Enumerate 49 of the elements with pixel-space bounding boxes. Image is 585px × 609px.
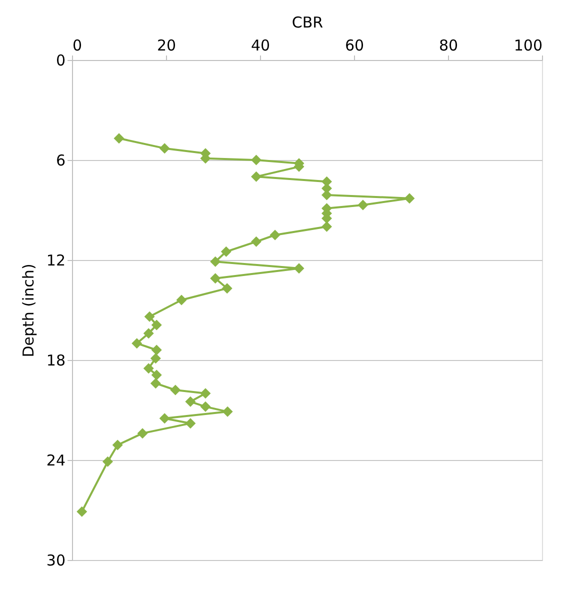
point <box>159 413 170 424</box>
point <box>151 320 162 330</box>
point <box>132 338 142 349</box>
point <box>222 406 233 417</box>
point <box>151 344 162 356</box>
point <box>210 256 221 267</box>
point <box>250 154 262 166</box>
point <box>200 388 211 399</box>
point <box>150 353 161 364</box>
point <box>150 378 161 389</box>
point <box>143 363 154 374</box>
y-tick-label: 12 <box>46 252 66 270</box>
point <box>112 440 123 450</box>
point <box>114 133 124 144</box>
y-tick-label: 30 <box>46 552 66 570</box>
y-tick-label: 24 <box>46 452 66 470</box>
point <box>185 396 196 407</box>
point <box>176 294 187 306</box>
y-axis-title: Depth (inch) <box>19 264 38 358</box>
x-tick-label: 0 <box>72 36 82 54</box>
point <box>270 230 280 240</box>
y-tick-label: 18 <box>46 352 66 370</box>
point <box>102 456 113 467</box>
point <box>404 193 415 204</box>
y-tick-label: 0 <box>56 52 66 70</box>
x-tick-label: 100 <box>514 36 542 54</box>
x-tick-label: 60 <box>344 36 364 54</box>
point <box>321 221 332 232</box>
point <box>294 263 304 274</box>
point <box>170 384 181 396</box>
point <box>159 143 170 154</box>
x-tick-label: 20 <box>156 36 176 54</box>
point <box>76 506 88 517</box>
point <box>144 311 155 322</box>
x-axis-title: CBR <box>292 14 324 32</box>
point <box>222 283 232 294</box>
point <box>250 171 262 182</box>
point <box>137 428 148 439</box>
point <box>143 328 154 339</box>
point <box>210 273 221 284</box>
point <box>151 370 162 380</box>
point <box>200 401 211 412</box>
x-tick-label: 80 <box>438 36 458 54</box>
point <box>220 246 232 257</box>
point <box>250 236 262 247</box>
point <box>185 418 196 429</box>
y-tick-label: 6 <box>56 152 66 170</box>
x-tick-label: 40 <box>250 36 270 54</box>
point <box>358 200 368 210</box>
